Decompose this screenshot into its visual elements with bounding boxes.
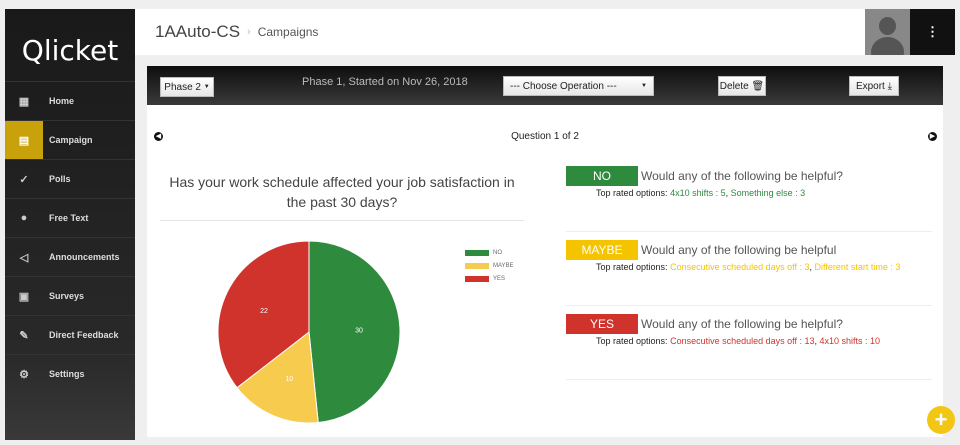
top-option: Something else : 3	[730, 188, 806, 198]
check-circle-icon: ✓	[19, 173, 29, 186]
add-button[interactable]: +	[927, 406, 955, 434]
prev-question-icon[interactable]: ◀	[154, 132, 163, 141]
top-option: Consecutive scheduled days off : 3	[670, 262, 810, 272]
sidebar-item-label: Free Text	[49, 213, 89, 223]
response-summary-no: NO Would any of the following be helpful…	[566, 166, 932, 232]
pie-chart: 30 10 22	[217, 240, 401, 424]
top-rated-label: Top rated options:	[596, 262, 668, 272]
caret-down-icon: ▼	[203, 84, 210, 90]
legend-swatch	[465, 275, 489, 282]
top-option: Different start time : 3	[814, 262, 901, 272]
question-title: Has your work schedule affected your job…	[160, 172, 524, 221]
legend-label: MAYBE	[493, 262, 514, 269]
megaphone-icon: ◁	[19, 251, 29, 264]
legend-item: NO	[465, 246, 514, 259]
pie-slice-yes[interactable]	[217, 240, 310, 389]
gear-icon: ⚙	[19, 368, 29, 381]
phase-info: Phase 1, Started on Nov 26, 2018	[302, 76, 468, 88]
chat-icon: ●	[20, 212, 28, 224]
answer-badge: YES	[566, 314, 638, 334]
calendar-icon: ▦	[18, 95, 30, 108]
answer-badge: NO	[566, 166, 638, 186]
pie-slice-no[interactable]	[308, 240, 401, 424]
legend-item: MAYBE	[465, 259, 514, 272]
pie-value-label: 22	[260, 308, 268, 315]
sidebar: Qlicket ▦ Home ▤ Campaign ✓ Polls ● Free Text ◁ A…	[5, 9, 135, 440]
sidebar-item-campaign[interactable]: ▤ Campaign	[5, 120, 135, 159]
sidebar-item-polls[interactable]: ✓ Polls	[5, 159, 135, 198]
feedback-icon: ✎	[19, 329, 29, 342]
legend-label: YES	[493, 275, 506, 282]
logo[interactable]: Qlicket	[5, 9, 135, 81]
header: 1AAuto-CS › Campaigns	[135, 9, 865, 55]
sidebar-item-label: Announcements	[49, 252, 120, 262]
followup-question: Would any of the following be helpful?	[641, 317, 843, 331]
top-rated-options: Top rated options: 4x10 shifts : 5, Some…	[596, 188, 806, 198]
export-label: Export	[855, 80, 885, 92]
delete-button[interactable]: Delete 🗑	[718, 76, 766, 96]
trash-icon: 🗑	[751, 80, 765, 92]
breadcrumb-org[interactable]: 1AAuto-CS	[155, 22, 241, 41]
top-option: Consecutive scheduled days off : 13	[670, 336, 815, 346]
top-option: 4x10 shifts : 5	[670, 188, 726, 198]
chart-legend: NO MAYBE YES	[465, 246, 514, 285]
more-menu-button[interactable]: ⋮	[910, 9, 955, 55]
sidebar-item-label: Polls	[49, 174, 71, 184]
sidebar-item-direct-feedback[interactable]: ✎ Direct Feedback	[5, 315, 135, 354]
operation-select-value: --- Choose Operation ---	[510, 80, 617, 92]
breadcrumb-separator: ›	[247, 26, 251, 38]
clipboard-icon: ▣	[18, 290, 30, 303]
sidebar-item-label: Home	[49, 96, 75, 106]
sidebar-item-surveys[interactable]: ▣ Surveys	[5, 276, 135, 315]
breadcrumb-page: Campaigns	[257, 25, 319, 39]
top-rated-options: Top rated options: Consecutive scheduled…	[596, 336, 881, 346]
legend-swatch	[465, 262, 489, 269]
pie-slice-maybe[interactable]	[236, 331, 319, 424]
pie-value-label: 10	[285, 376, 293, 383]
legend-item: YES	[465, 272, 514, 285]
campaign-icon: ▤	[5, 121, 43, 159]
logo-text: Qlicket	[21, 33, 119, 67]
followup-question: Would any of the following be helpful	[641, 243, 837, 257]
delete-label: Delete	[719, 80, 749, 92]
next-question-icon[interactable]: ▶	[928, 132, 937, 141]
pie-value-label: 30	[355, 327, 363, 334]
download-icon: ⤓	[887, 80, 893, 92]
campaign-panel: Phase 2 ▼ Phase 1, Started on Nov 26, 20…	[147, 66, 943, 437]
answer-badge: MAYBE	[566, 240, 638, 260]
caret-down-icon: ▼	[641, 83, 647, 89]
response-summary-yes: YES Would any of the following be helpfu…	[566, 314, 932, 380]
export-button[interactable]: Export ⤓	[849, 76, 899, 96]
sidebar-item-announcements[interactable]: ◁ Announcements	[5, 237, 135, 276]
top-rated-label: Top rated options:	[596, 188, 668, 198]
question-counter: Question 1 of 2	[511, 131, 579, 142]
phase-select[interactable]: Phase 2 ▼	[160, 77, 214, 97]
top-rated-options: Top rated options: Consecutive scheduled…	[596, 262, 901, 272]
sidebar-item-label: Campaign	[49, 135, 93, 145]
toolbar: Phase 2 ▼ Phase 1, Started on Nov 26, 20…	[147, 66, 943, 105]
sidebar-item-label: Direct Feedback	[49, 330, 119, 340]
sidebar-item-label: Settings	[49, 369, 85, 379]
response-summary-maybe: MAYBE Would any of the following be help…	[566, 240, 932, 306]
top-option: 4x10 shifts : 10	[819, 336, 881, 346]
avatar[interactable]	[865, 9, 910, 55]
sidebar-item-free-text[interactable]: ● Free Text	[5, 198, 135, 237]
sidebar-item-settings[interactable]: ⚙ Settings	[5, 354, 135, 393]
top-rated-label: Top rated options:	[596, 336, 668, 346]
legend-label: NO	[493, 249, 502, 256]
followup-question: Would any of the following be helpful?	[641, 169, 843, 183]
operation-select[interactable]: --- Choose Operation --- ▼	[503, 76, 654, 96]
phase-select-value: Phase 2	[164, 81, 201, 93]
kebab-icon: ⋮	[926, 24, 939, 39]
sidebar-item-label: Surveys	[49, 291, 85, 301]
sidebar-item-home[interactable]: ▦ Home	[5, 81, 135, 120]
legend-swatch	[465, 249, 489, 256]
